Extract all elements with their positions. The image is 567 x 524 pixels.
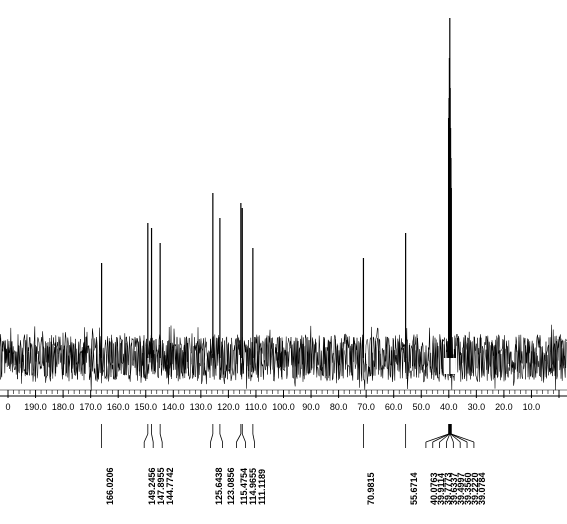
axis-tick-label: 140.0 bbox=[162, 402, 185, 412]
axis-tick-label: 60.0 bbox=[385, 402, 403, 412]
axis-tick-label: 20.0 bbox=[495, 402, 513, 412]
axis-tick-label: 10.0 bbox=[523, 402, 541, 412]
axis-tick-label: 90.0 bbox=[302, 402, 320, 412]
peak-ppm-label: 39.0784 bbox=[477, 472, 487, 505]
axis-tick-label: 190.0 bbox=[24, 402, 47, 412]
nmr-spectrum-chart: 0 190.0 180.0 170.0 160.0 150.0 140.0 130.0 120.… bbox=[0, 0, 567, 524]
peak-ppm-label: 144.7742 bbox=[165, 467, 175, 505]
peak-ppm-label: 111.1189 bbox=[257, 469, 267, 505]
axis-tick-label: 130.0 bbox=[190, 402, 213, 412]
axis-tick-label: 30.0 bbox=[468, 402, 486, 412]
axis-tick-label: 40.0 bbox=[440, 402, 458, 412]
axis-tick-label: 70.0 bbox=[357, 402, 375, 412]
axis-tick-label: 100.0 bbox=[272, 402, 295, 412]
axis-tick-label: 170.0 bbox=[79, 402, 102, 412]
spectrum-plot bbox=[0, 0, 567, 524]
peak-ppm-label: 55.6714 bbox=[409, 472, 419, 505]
axis-tick-label: 80.0 bbox=[330, 402, 348, 412]
axis-tick-label: 160.0 bbox=[107, 402, 130, 412]
axis-tick-label: 50.0 bbox=[412, 402, 430, 412]
axis-tick-label: 0 bbox=[5, 402, 10, 412]
axis-tick-label: 120.0 bbox=[217, 402, 240, 412]
peak-ppm-label: 70.9815 bbox=[366, 472, 376, 505]
peak-ppm-label: 125.6438 bbox=[214, 467, 224, 505]
peak-ppm-label: 166.0206 bbox=[105, 467, 115, 505]
axis-tick-label: 150.0 bbox=[134, 402, 157, 412]
peak-ppm-label: 123.0856 bbox=[226, 467, 236, 505]
axis-tick-label: 180.0 bbox=[52, 402, 75, 412]
axis-tick-label: 110.0 bbox=[245, 402, 267, 412]
